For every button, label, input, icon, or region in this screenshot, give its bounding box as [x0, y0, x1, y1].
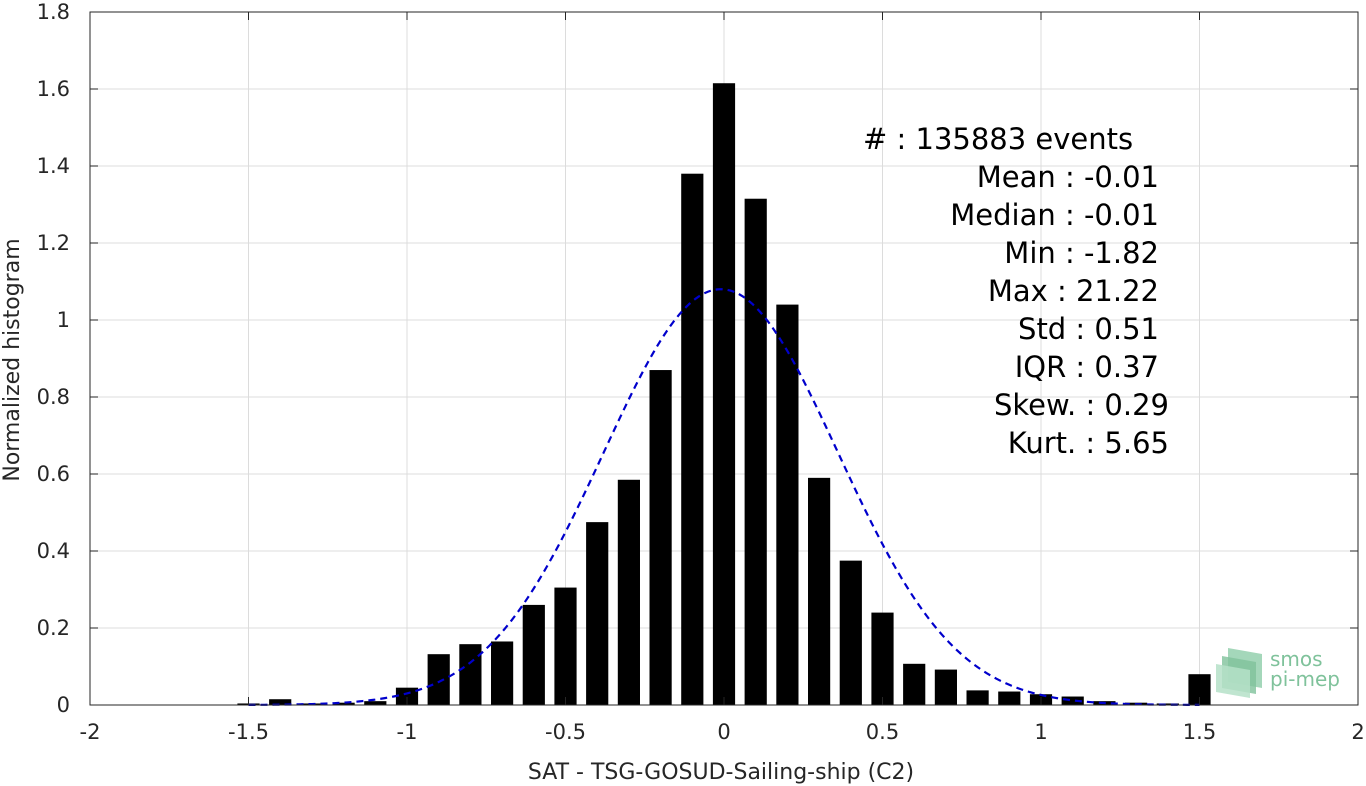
histogram-bar [332, 702, 355, 705]
histogram-bar [617, 479, 640, 705]
y-tick-label: 1 [57, 308, 70, 332]
x-tick-label: -1.5 [228, 720, 269, 744]
y-tick-label: 0.4 [37, 539, 70, 563]
histogram-bar [903, 663, 926, 705]
histogram-bar [522, 604, 545, 705]
histogram-bar [269, 699, 292, 705]
x-tick-label: 1.5 [1183, 720, 1216, 744]
x-axis-label: SAT - TSG-GOSUD-Sailing-ship (C2) [528, 760, 914, 785]
x-tick-label: -2 [80, 720, 101, 744]
histogram-bar [744, 198, 767, 705]
histogram-bar [1061, 696, 1084, 705]
histogram-bar [681, 173, 704, 705]
logo-text-smos: smos [1270, 647, 1323, 671]
histogram-bar [808, 477, 831, 705]
logo-emblem-icon [1216, 648, 1262, 698]
x-tick-label: 1 [1034, 720, 1047, 744]
histogram-bar [364, 701, 387, 705]
histogram-bar [871, 612, 894, 705]
y-axis-label: Normalized histogram [0, 238, 25, 481]
logo-text-pi-mep: pi-mep [1270, 667, 1340, 691]
x-tick-labels: -2 -1.5 -1 -0.5 0 0.5 1 1.5 2 [80, 720, 1365, 744]
histogram-bar [554, 587, 577, 705]
histogram-bar [649, 370, 672, 705]
y-tick-label: 1.6 [37, 77, 70, 101]
statistics-annotation: # : 135883 events Mean : -0.01 Median : … [863, 122, 1169, 460]
stat-min: Min : -1.82 [1004, 236, 1159, 270]
histogram-bar [712, 83, 736, 706]
y-tick-labels: 0 0.2 0.4 0.6 0.8 1 1.2 1.4 1.6 1.8 [37, 0, 70, 717]
histogram-bar [966, 690, 989, 705]
stat-max: Max : 21.22 [988, 274, 1159, 308]
y-tick-label: 1.8 [37, 0, 70, 24]
y-tick-label: 0.6 [37, 462, 70, 486]
histogram-bar [1156, 703, 1179, 705]
histogram-bars [237, 83, 1211, 706]
histogram-bar [839, 560, 862, 705]
axis-ticks [89, 11, 1359, 706]
y-tick-label: 1.4 [37, 154, 70, 178]
stat-iqr: IQR : 0.37 [1015, 350, 1159, 384]
histogram-bar [395, 687, 419, 705]
stat-events: # : 135883 events [863, 122, 1133, 156]
histogram-bar [934, 669, 957, 705]
stat-kurt: Kurt. : 5.65 [1008, 426, 1169, 460]
y-tick-label: 0.2 [37, 616, 70, 640]
histogram-bar [998, 691, 1021, 705]
histogram-bar [776, 304, 799, 705]
x-tick-label: -1 [397, 720, 418, 744]
smos-pi-mep-logo: smos pi-mep [1216, 647, 1340, 698]
histogram-bar [586, 522, 609, 705]
histogram-bar [427, 654, 450, 705]
x-tick-label: 2 [1351, 720, 1364, 744]
histogram-bar [1188, 674, 1211, 705]
histogram-bar [491, 641, 514, 705]
stat-skew: Skew. : 0.29 [994, 388, 1169, 422]
stat-median: Median : -0.01 [950, 198, 1159, 232]
y-tick-label: 1.2 [37, 231, 70, 255]
stat-std: Std : 0.51 [1018, 312, 1159, 346]
y-tick-label: 0.8 [37, 385, 70, 409]
y-tick-label: 0 [57, 693, 70, 717]
histogram-bar [459, 644, 482, 705]
normal-fit-curve [248, 288, 1200, 706]
x-tick-label: -0.5 [545, 720, 586, 744]
stat-mean: Mean : -0.01 [977, 160, 1159, 194]
x-tick-label: 0.5 [866, 720, 899, 744]
x-tick-label: 0 [717, 720, 730, 744]
